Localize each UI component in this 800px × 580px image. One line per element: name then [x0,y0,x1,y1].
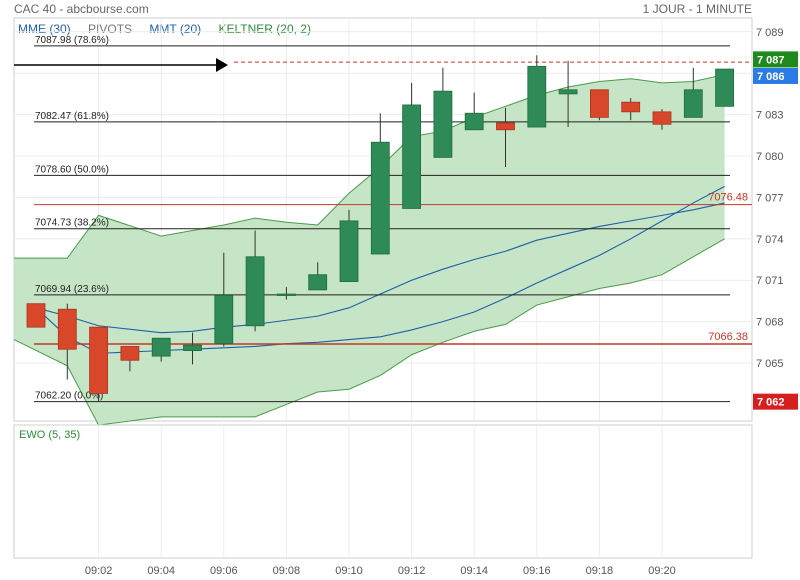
x-tick-label: 09:18 [586,565,614,577]
candle-body [370,141,390,255]
fib-label: 7062.20 (0.0%) [35,391,103,402]
y-tick-label: 7 077 [756,192,784,204]
candle-body [715,68,734,107]
candle-body [652,111,672,125]
pivot-label: 7066.38 [708,331,748,343]
fib-label: 7078.60 (50.0%) [35,164,109,175]
x-tick-label: 09:06 [210,565,238,577]
fib-label: 7087.98 (78.6%) [35,35,109,46]
indicator-title: EWO (5, 35) [19,429,80,441]
candle-body [527,65,547,128]
price-badge [753,393,798,410]
fib-label: 7074.73 (38.2%) [35,218,109,229]
candle-body [433,90,453,158]
candle-body [621,101,641,113]
price-badge-label: 7 062 [757,397,785,409]
fib-label: 7082.47 (61.8%) [35,111,109,122]
candle-body [590,89,609,118]
period-label: 1 JOUR - 1 MINUTE [642,2,752,16]
keltner-band [13,74,725,426]
candle-body [683,89,703,118]
candle-body [464,112,484,131]
chart-title: CAC 40 - abcbourse.com [14,2,149,16]
candle-body [308,274,328,291]
price-badge-label: 7 087 [757,54,785,66]
candle-body [558,89,578,95]
y-tick-label: 7 068 [756,317,784,329]
price-badge [753,51,798,68]
candle-body [120,346,140,361]
moving-averages [35,185,725,354]
arrow-marker [14,58,228,72]
ema-line [35,202,725,334]
keltner-lower-line [13,238,725,426]
candle-body [89,326,108,394]
pivot-label: 7076.48 [708,192,748,204]
x-tick-label: 09:08 [273,565,301,577]
x-tick-label: 09:16 [523,565,551,577]
candle-body [214,295,234,345]
fib-label: 7069.94 (23.6%) [35,284,109,295]
y-tick-label: 7 071 [756,275,784,287]
main-panel-frame [13,17,753,422]
legend-mme[interactable]: MME (30) [18,22,71,36]
x-tick-label: 09:20 [648,565,676,577]
keltner-upper-line [14,74,725,259]
x-tick-label: 09:10 [335,565,363,577]
y-tick-label: 7 074 [756,234,784,246]
x-axis: 09:02 09:04 09:06 09:08 09:10 09:12 09:14 09:16… [85,565,676,577]
candle-body [183,344,202,352]
y-tick-label: 7 089 [756,27,784,39]
price-badges: 7 087 7 086 7 062 [753,51,798,410]
y-tick-label: 7 065 [756,358,784,370]
candlesticks [26,55,734,402]
x-tick-label: 09:14 [460,565,488,577]
indicator-panel-frame [13,424,753,559]
indicator-grid [98,425,663,558]
y-tick-label: 7 083 [756,110,784,122]
price-badge [753,67,798,84]
y-tick-label: 7 080 [756,151,784,163]
x-tick-label: 09:02 [85,565,113,577]
candle-body [402,104,422,209]
candle-body [57,308,77,350]
sma-line [35,185,725,354]
y-axis: 7 089 7 086 7 083 7 080 7 077 7 074 7 071 7 068… [756,27,784,370]
candle-body [151,337,171,357]
price-badge-label: 7 086 [757,71,785,83]
candle-body [339,220,359,283]
candle-body [276,293,296,296]
candle-body [245,256,265,327]
legend-mmt[interactable]: MMT (20) [149,22,202,36]
candle-body [496,122,515,131]
legend-keltner[interactable]: KELTNER (20, 2) [218,22,311,36]
candle-body [26,303,46,328]
keltner-fill [14,74,725,426]
x-tick-label: 09:04 [147,565,175,577]
x-tick-label: 09:12 [398,565,426,577]
